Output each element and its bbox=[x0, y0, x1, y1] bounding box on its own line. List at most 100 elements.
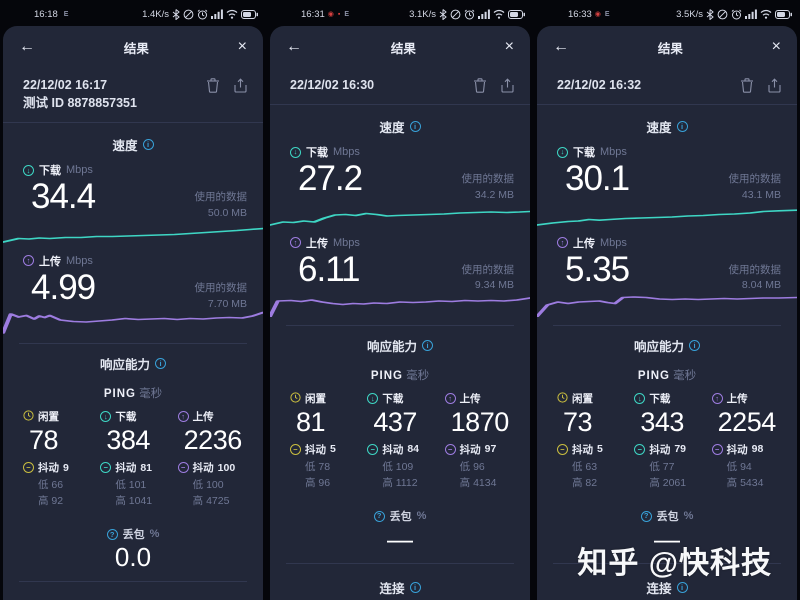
page-title: 结果 bbox=[123, 41, 149, 56]
close-button[interactable]: × bbox=[771, 38, 781, 55]
download-speed-graph bbox=[537, 209, 797, 226]
battery-icon bbox=[241, 9, 258, 19]
idle-jitter-value: 9 bbox=[63, 461, 69, 474]
upload-value: 4.99 bbox=[31, 267, 96, 307]
delete-result-button[interactable] bbox=[473, 78, 487, 93]
upload-high-value: 4134 bbox=[473, 477, 497, 490]
packet-loss-block: ? 丢包 % — bbox=[270, 505, 530, 555]
delete-result-button[interactable] bbox=[206, 78, 220, 93]
upload-jitter-value: 97 bbox=[484, 443, 497, 456]
packet-loss-unit: % bbox=[149, 528, 160, 541]
test-meta-row: 22/12/02 16:30 bbox=[270, 62, 530, 106]
responsiveness-section-title: 响应能力 i bbox=[537, 326, 797, 361]
test-date: 22/12/02 16:17 bbox=[23, 78, 108, 92]
close-button[interactable]: × bbox=[237, 38, 247, 55]
connection-info-icon[interactable]: i bbox=[409, 582, 421, 594]
speed-info-icon[interactable]: i bbox=[409, 121, 421, 133]
download-jitter-icon: − bbox=[367, 443, 379, 455]
back-button[interactable]: ← bbox=[286, 38, 302, 55]
download-jitter-value: 81 bbox=[140, 461, 153, 474]
upload-ping-value: 1870 bbox=[450, 407, 510, 438]
cell-signal-icon bbox=[478, 9, 490, 19]
idle-clock-icon bbox=[557, 392, 568, 406]
cell-signal-icon bbox=[211, 9, 223, 19]
status-bar: 16:31 ◉ ▪ E 3.1K/s bbox=[267, 0, 533, 26]
test-id: 测试 ID 8878857351 bbox=[23, 96, 137, 111]
download-speed-graph bbox=[3, 227, 263, 243]
upload-unit: Mbps bbox=[333, 236, 360, 249]
download-unit: Mbps bbox=[333, 146, 360, 159]
app-header: ← 结果 × bbox=[3, 32, 263, 62]
mute-icon bbox=[717, 9, 728, 20]
upload-value: 6.11 bbox=[298, 249, 361, 289]
packet-loss-info-icon[interactable]: ? bbox=[640, 510, 652, 522]
connection-section-title: 连接 i bbox=[3, 586, 263, 600]
download-metric: ↓ 下载 Mbps 34.4 使用的数据 50.0 MB bbox=[3, 160, 263, 219]
download-speed-graph bbox=[270, 210, 530, 226]
speed-info-icon[interactable]: i bbox=[142, 139, 154, 151]
upload-jitter-icon: − bbox=[444, 443, 456, 455]
speed-info-icon[interactable]: i bbox=[676, 121, 688, 133]
responsiveness-info-icon[interactable]: i bbox=[422, 340, 433, 352]
packet-loss-value: — bbox=[654, 524, 680, 555]
result-card: ← 结果 × 22/12/02 16:32 速度 i bbox=[537, 26, 797, 600]
responsiveness-info-icon[interactable]: i bbox=[689, 340, 700, 352]
bluetooth-icon bbox=[706, 8, 714, 20]
result-card: ← 结果 × 22/12/02 16:30 速度 i bbox=[270, 26, 530, 600]
connection-info-icon[interactable]: i bbox=[676, 582, 688, 594]
upload-data-used-label: 使用的数据 bbox=[728, 263, 782, 276]
ping-upload-icon: ↑ bbox=[177, 411, 189, 423]
status-time: 16:18 bbox=[34, 8, 58, 20]
download-value: 30.1 bbox=[565, 159, 630, 199]
upload-low-value: 94 bbox=[740, 460, 752, 473]
download-data-used-value: 34.2 MB bbox=[474, 188, 514, 201]
download-label: 下载 bbox=[573, 147, 595, 160]
upload-data-used-value: 7.70 MB bbox=[207, 297, 247, 310]
status-bar: 16:18 E 1.4K/s bbox=[0, 0, 266, 26]
ping-grid: 闲置 78 − 抖动 9 低 66 高 92 ↓ 下载 384 − 抖动 81 低 101… bbox=[3, 409, 263, 509]
upload-arrow-icon: ↑ bbox=[23, 255, 34, 267]
download-low-value: 77 bbox=[662, 460, 675, 473]
close-button[interactable]: × bbox=[504, 38, 514, 55]
ping-grid: 闲置 81 − 抖动 5 低 78 高 96 ↓ 下载 437 − 抖动 84 低 109… bbox=[270, 391, 530, 491]
upload-low-value: 100 bbox=[206, 479, 224, 491]
ping-upload-icon: ↑ bbox=[711, 393, 723, 405]
share-result-button[interactable] bbox=[768, 78, 781, 93]
wifi-icon bbox=[493, 9, 505, 19]
upload-high-value: 5434 bbox=[740, 477, 764, 490]
section-divider bbox=[553, 325, 781, 327]
test-date: 22/12/02 16:30 bbox=[290, 78, 375, 92]
responsiveness-info-icon[interactable]: i bbox=[155, 358, 166, 370]
test-date: 22/12/02 16:32 bbox=[557, 78, 642, 92]
battery-icon bbox=[508, 9, 525, 19]
share-result-button[interactable] bbox=[501, 78, 514, 93]
upload-label: 上传 bbox=[306, 237, 328, 250]
idle-jitter-icon: − bbox=[290, 443, 301, 455]
upload-metric: ↑ 上传 Mbps 5.35 使用的数据 8.04 MB bbox=[537, 233, 797, 291]
idle-jitter-icon: − bbox=[23, 462, 34, 473]
network-type-icon: E bbox=[604, 10, 610, 18]
upload-data-used-value: 9.34 MB bbox=[474, 279, 514, 292]
status-bar: 16:33 ◉ E 3.5K/s bbox=[534, 0, 800, 26]
wifi-icon bbox=[760, 9, 772, 19]
ping-download-column: ↓ 下载 343 − 抖动 79 低 77 高 2061 bbox=[634, 391, 707, 491]
upload-ping-value: 2254 bbox=[717, 407, 777, 438]
download-ping-value: 437 bbox=[373, 407, 417, 438]
upload-jitter-value: 100 bbox=[217, 461, 236, 474]
test-meta-row: 22/12/02 16:17 测试 ID 8878857351 bbox=[3, 62, 263, 124]
result-card: ← 结果 × 22/12/02 16:17 测试 ID 8878857351 速… bbox=[3, 26, 263, 600]
ping-upload-icon: ↑ bbox=[444, 393, 456, 405]
packet-loss-block: ? 丢包 % — bbox=[537, 505, 797, 555]
back-button[interactable]: ← bbox=[19, 38, 35, 55]
ping-header: PING 毫秒 bbox=[370, 370, 430, 383]
back-button[interactable]: ← bbox=[553, 38, 569, 55]
packet-loss-info-icon[interactable]: ? bbox=[106, 528, 118, 540]
packet-loss-info-icon[interactable]: ? bbox=[373, 510, 385, 522]
delete-result-button[interactable] bbox=[740, 78, 754, 93]
test-meta-row: 22/12/02 16:32 bbox=[537, 62, 797, 106]
download-label: 下载 bbox=[39, 165, 61, 178]
share-result-button[interactable] bbox=[234, 78, 247, 93]
ping-idle-column: 闲置 73 − 抖动 5 低 63 高 82 bbox=[557, 391, 630, 491]
packet-loss-label: 丢包 bbox=[389, 511, 412, 524]
idle-ping-value: 81 bbox=[296, 407, 326, 438]
